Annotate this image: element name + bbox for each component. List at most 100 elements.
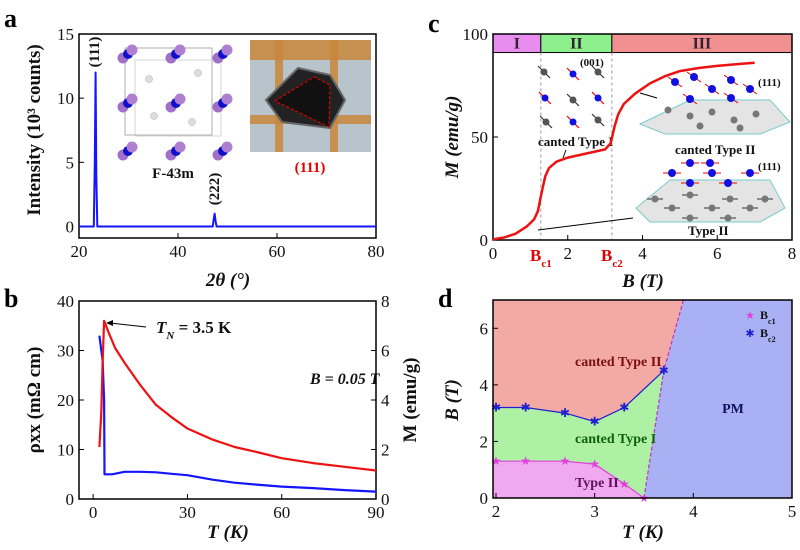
atom <box>651 195 659 203</box>
panel-b-resistivity-magnetization-chart: ρxx (mΩ cm) M (emu/g) T (K) TN = 3.5 K B… <box>24 292 421 543</box>
x-axis-label: T (K) <box>207 522 249 543</box>
y-tick-label: 0 <box>480 231 489 250</box>
bc1-data-point: ★ <box>491 454 502 468</box>
x-tick-label: 60 <box>269 242 286 261</box>
inset-001-label: (001) <box>580 57 604 69</box>
phase-label: III <box>693 36 712 53</box>
y-axis-label: Intensity (10³ counts) <box>24 44 45 215</box>
field-label: B = 0.05 T <box>309 371 381 388</box>
bc1-data-point: ★ <box>619 477 630 491</box>
y-tick-label: 2 <box>480 432 489 451</box>
legend-marker: ★ <box>745 310 755 322</box>
y-tick-label: 5 <box>66 153 75 172</box>
bc2-data-point: ✱ <box>521 400 531 414</box>
atom <box>761 195 769 203</box>
x-tick-label: 2 <box>564 244 573 263</box>
inset-111-bottom-label: (111) <box>758 161 781 173</box>
inset-111-top-label: (111) <box>758 77 781 89</box>
y-tick-label: 0 <box>66 490 75 509</box>
atom <box>752 110 760 118</box>
x-tick-label: 0 <box>489 244 498 263</box>
y-tick-label: 10 <box>57 89 74 108</box>
y-tick-label: 0 <box>480 489 489 508</box>
y-tick-label: 2 <box>381 441 390 460</box>
bc1-data-point: ★ <box>520 454 531 468</box>
x-axis-label: B (T) <box>621 271 664 292</box>
y-tick-label: 0 <box>381 490 390 509</box>
x-tick-label: 0 <box>89 503 98 522</box>
x-tick-label: 20 <box>71 242 88 261</box>
atom-purple <box>126 44 138 56</box>
bc2-data-point: ✱ <box>659 364 669 378</box>
atom-purple <box>126 93 138 105</box>
atom <box>668 169 676 177</box>
atom <box>569 96 577 104</box>
atom-purple <box>174 141 186 153</box>
peak-111-label: (111) <box>87 37 103 68</box>
legend-subscript: c1 <box>768 317 776 326</box>
critical-field-subscript: c2 <box>612 258 623 270</box>
atom-purple <box>174 44 186 56</box>
phase-label: II <box>570 36 582 53</box>
arrow <box>537 217 634 231</box>
atom <box>594 94 602 102</box>
panel-letter-c: c <box>428 9 440 38</box>
x-tick-label: 90 <box>368 503 385 522</box>
x-axis-label: 2θ (°) <box>205 270 250 291</box>
y-axis-label: M (emu/g) <box>442 96 463 180</box>
atom <box>686 112 694 120</box>
canted-type2-label: canted Type II <box>675 142 755 157</box>
magnetization-curve <box>492 61 755 241</box>
y-left-axis-label: ρxx (mΩ cm) <box>24 347 45 454</box>
x-tick-label: 4 <box>689 502 698 521</box>
atom <box>569 70 577 78</box>
atom <box>730 116 738 124</box>
atom <box>708 169 716 177</box>
legend-label: Bc1 <box>760 308 776 326</box>
bc2-data-point: ✱ <box>590 415 600 429</box>
panel-d-phase-diagram: B (T) T (K) ★ ★ ★ ★★★✱ ✱ ✱✱✱✱canted Type IIca… <box>442 299 797 543</box>
atom <box>746 85 754 93</box>
critical-field-label: Bc2 <box>601 246 623 270</box>
space-group-label: F-43m <box>152 166 194 182</box>
x-tick-label: 60 <box>273 503 290 522</box>
legend-symbol: B <box>760 308 768 322</box>
atom-white <box>194 69 202 77</box>
y-tick-label: 100 <box>463 25 489 44</box>
atom <box>727 76 735 84</box>
atom <box>746 204 754 212</box>
region-canted-type1 <box>493 370 664 498</box>
atom <box>696 122 704 130</box>
atom <box>541 94 549 102</box>
spin-structure-schematics <box>537 65 791 223</box>
region-type2 <box>493 461 644 498</box>
pm-boundary-line <box>643 299 685 499</box>
critical-field-symbol: B <box>601 246 612 265</box>
atom <box>686 191 694 199</box>
x-tick-label: 6 <box>713 244 722 263</box>
bc1-data-point: ★ <box>560 454 571 468</box>
atom-purple <box>221 141 233 153</box>
atom <box>594 68 602 76</box>
atom <box>708 108 716 116</box>
y-tick-label: 6 <box>381 342 390 361</box>
plot-frame <box>78 33 377 239</box>
legend-marker: ✱ <box>745 328 754 340</box>
atom-purple <box>126 141 138 153</box>
y-tick-label: 4 <box>480 376 489 395</box>
atom <box>727 94 735 102</box>
region-label: canted Type II <box>575 355 662 370</box>
phase-label: I <box>514 36 520 53</box>
atom <box>671 78 679 86</box>
atom <box>706 159 714 167</box>
arrow <box>109 322 147 328</box>
atom <box>686 95 694 103</box>
legend-symbol: B <box>760 326 768 340</box>
y-tick-label: 4 <box>381 391 390 410</box>
x-tick-label: 5 <box>788 502 797 521</box>
phase-boundary-line <box>496 460 645 499</box>
region-canted-type2 <box>493 300 684 422</box>
unit-cell-edge <box>124 47 213 136</box>
y-axis-label: B (T) <box>442 379 463 422</box>
